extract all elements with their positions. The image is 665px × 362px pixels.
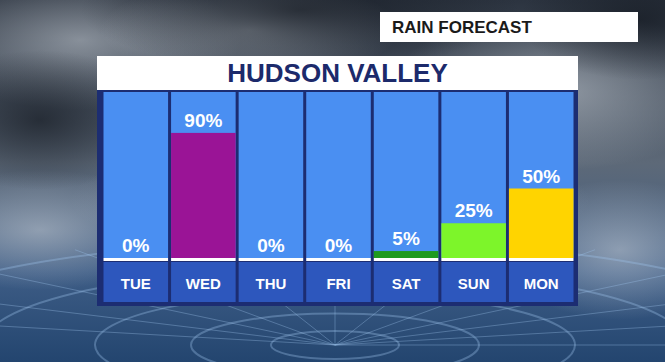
- column-bg: [441, 92, 506, 258]
- bar: [374, 251, 439, 258]
- category-label: MON: [524, 275, 559, 292]
- data-label: 90%: [184, 110, 222, 131]
- baseline: [374, 258, 439, 261]
- bar: [171, 133, 236, 258]
- panel: [97, 56, 578, 306]
- baseline: [171, 258, 236, 261]
- data-label: 0%: [257, 235, 285, 256]
- baseline: [441, 258, 506, 261]
- chart-root: RAIN FORECAST HUDSON VALLEY 0% TUE 90% WED 0% T…: [0, 0, 665, 362]
- day-strip: [104, 262, 169, 302]
- day-strip: [239, 262, 304, 302]
- column-bg: [374, 92, 439, 258]
- radar-spoke: [75, 250, 335, 345]
- bar: [306, 258, 371, 259]
- title: HUDSON VALLEY: [227, 58, 448, 88]
- labels: 0% TUE 90% WED 0% THU 0% FRI 5% SAT 25% SUN 50% MON: [121, 110, 561, 292]
- subtitle: RAIN FORECAST: [392, 18, 532, 37]
- baseline: [509, 258, 574, 261]
- category-label: FRI: [326, 275, 350, 292]
- radar-spoke: [335, 250, 595, 345]
- chart-svg: RAIN FORECAST HUDSON VALLEY 0% TUE 90% WED 0% T…: [0, 0, 665, 362]
- day-strip: [441, 262, 506, 302]
- column-bg: [171, 92, 236, 258]
- category-label: TUE: [121, 275, 151, 292]
- column-bg: [509, 92, 574, 258]
- day-strip: [509, 262, 574, 302]
- bar: [239, 258, 304, 259]
- column-bg: [239, 92, 304, 258]
- baseline: [306, 258, 371, 261]
- baseline: [104, 258, 169, 261]
- baseline: [239, 258, 304, 261]
- cloud: [500, 180, 665, 320]
- data-label: 50%: [522, 166, 560, 187]
- category-label: THU: [256, 275, 287, 292]
- day-strip: [374, 262, 439, 302]
- title-banner: [97, 56, 578, 90]
- subtitle-box: [380, 12, 638, 42]
- columns: [104, 92, 574, 302]
- column-bg: [104, 92, 169, 258]
- bar: [104, 258, 169, 259]
- bar: [509, 189, 574, 259]
- column-bg: [306, 92, 371, 258]
- category-label: SUN: [458, 275, 490, 292]
- day-strip: [171, 262, 236, 302]
- category-label: WED: [186, 275, 221, 292]
- data-label: 0%: [325, 235, 353, 256]
- bar: [441, 223, 506, 258]
- radar-spoke: [335, 345, 665, 346]
- data-label: 0%: [122, 235, 150, 256]
- day-strip: [306, 262, 371, 302]
- data-label: 25%: [455, 200, 493, 221]
- radar-spoke: [0, 317, 335, 345]
- data-label: 5%: [392, 228, 420, 249]
- radar-spoke: [335, 317, 665, 345]
- category-label: SAT: [392, 275, 421, 292]
- bars: [171, 133, 573, 258]
